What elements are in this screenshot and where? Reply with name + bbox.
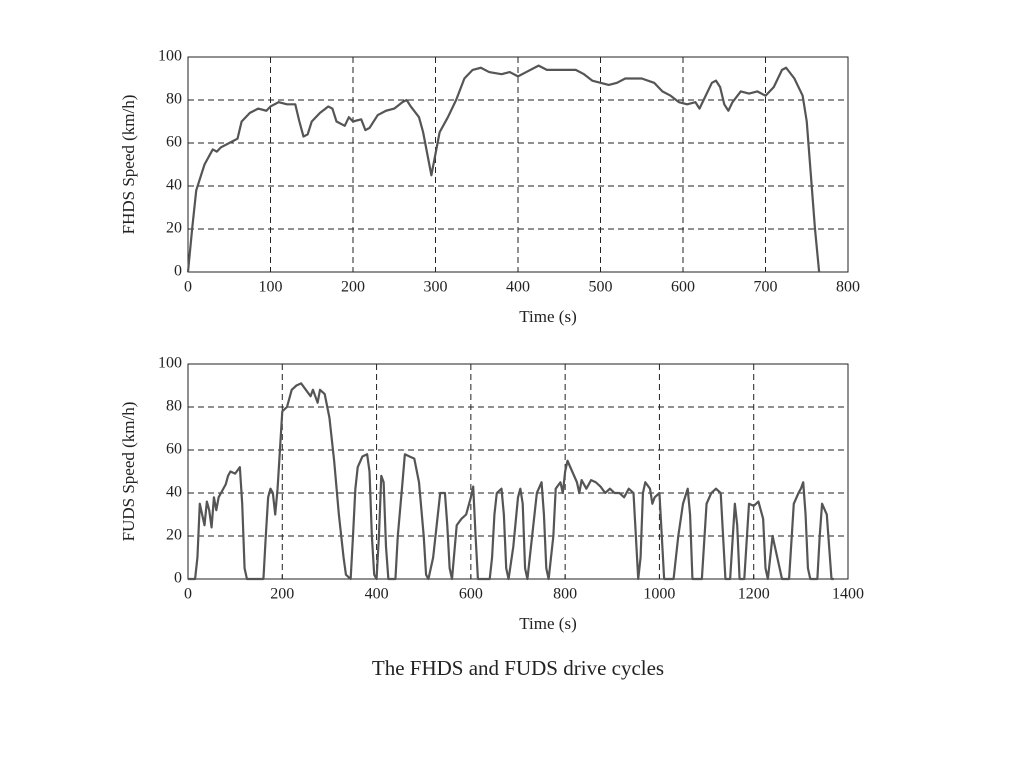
x-tick-label: 0 <box>184 586 192 603</box>
y-tick-label: 20 <box>166 220 182 237</box>
x-tick-label: 200 <box>270 586 294 603</box>
plot-frame <box>187 56 849 273</box>
x-tick-label: 200 <box>341 279 365 296</box>
x-tick-label: 1400 <box>832 586 864 603</box>
y-tick-label: 60 <box>166 441 182 458</box>
x-tick-label: 400 <box>365 586 389 603</box>
x-tick-label: 600 <box>459 586 483 603</box>
x-tick-label: 300 <box>424 279 448 296</box>
y-tick-label: 80 <box>166 398 182 415</box>
x-tick-label: 1000 <box>643 586 675 603</box>
y-tick-label: 40 <box>166 177 182 194</box>
y-tick-label: 20 <box>166 527 182 544</box>
y-tick-label: 100 <box>158 48 182 65</box>
x-axis-label: Time (s) <box>519 307 576 326</box>
x-tick-label: 600 <box>671 279 695 296</box>
y-tick-label: 0 <box>174 263 182 280</box>
y-axis-label: FUDS Speed (km/h) <box>119 402 138 542</box>
x-tick-label: 500 <box>589 279 613 296</box>
x-axis-label: Time (s) <box>519 614 576 633</box>
speed-line <box>186 64 821 273</box>
x-tick-label: 400 <box>506 279 530 296</box>
y-tick-label: 100 <box>158 355 182 372</box>
y-axis-label: FHDS Speed (km/h) <box>119 95 138 235</box>
plot-frame <box>187 363 849 580</box>
x-tick-label: 700 <box>754 279 778 296</box>
y-tick-label: 80 <box>166 91 182 108</box>
speed-line <box>188 382 834 581</box>
y-tick-label: 40 <box>166 484 182 501</box>
caption: The FHDS and FUDS drive cycles <box>372 656 664 680</box>
x-tick-label: 0 <box>184 279 192 296</box>
x-tick-label: 800 <box>836 279 860 296</box>
y-tick-label: 0 <box>174 570 182 587</box>
x-tick-label: 1200 <box>738 586 770 603</box>
y-tick-label: 60 <box>166 134 182 151</box>
x-tick-label: 800 <box>553 586 577 603</box>
x-tick-label: 100 <box>259 279 283 296</box>
